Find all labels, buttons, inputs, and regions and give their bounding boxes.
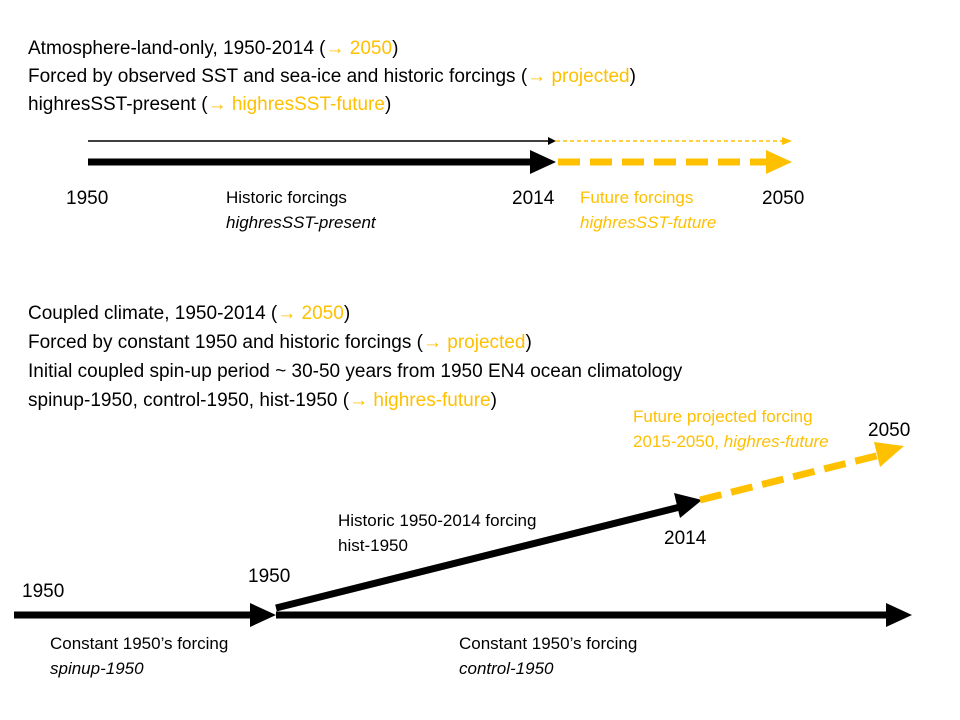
top-historic-label: Historic forcings [226, 188, 347, 207]
bottom-year-1950-spinup: 1950 [22, 581, 65, 602]
bottom-heading-line-4: spinup-1950, control-1950, hist-1950 (→ … [28, 390, 497, 411]
top-heading-line-2: Forced by observed SST and sea-ice and h… [28, 66, 636, 87]
top-future-experiment: highresSST-future [580, 213, 717, 232]
control-arrowhead [886, 603, 912, 627]
top-historic-thick-arrowhead [530, 150, 556, 174]
bottom-year-1950-branch: 1950 [248, 566, 291, 587]
control-experiment: control-1950 [459, 659, 554, 678]
top-year-2014: 2014 [512, 188, 555, 209]
top-historic-experiment: highresSST-present [226, 213, 376, 232]
future-projected-period: 2015-2050, highres-future [633, 432, 829, 451]
hist-experiment: hist-1950 [338, 536, 408, 555]
bottom-heading-line-2: Forced by constant 1950 and historic for… [28, 332, 532, 353]
top-heading-line-1: Atmosphere-land-only, 1950-2014 (→ 2050) [28, 38, 399, 59]
top-heading-line-3: highresSST-present (→ highresSST-future) [28, 94, 392, 115]
top-year-1950: 1950 [66, 188, 109, 209]
future-arrowhead [874, 442, 904, 467]
bottom-year-2050: 2050 [868, 420, 911, 441]
future-dashed-line [699, 451, 881, 504]
top-historic-thin-arrowhead [548, 137, 556, 145]
spinup-arrowhead [250, 603, 276, 627]
future-projected-label: Future projected forcing [633, 407, 813, 426]
bottom-year-2014: 2014 [664, 528, 707, 549]
top-future-thick-arrowhead [766, 150, 792, 174]
hist-line [275, 503, 681, 612]
hist-arrowhead [674, 493, 702, 518]
bottom-heading-line-1: Coupled climate, 1950-2014 (→ 2050) [28, 303, 351, 324]
hist-label: Historic 1950-2014 forcing [338, 511, 537, 530]
spinup-experiment: spinup-1950 [50, 659, 144, 678]
top-future-thin-arrowhead [782, 137, 792, 145]
spinup-label: Constant 1950’s forcing [50, 634, 229, 653]
control-label: Constant 1950’s forcing [459, 634, 638, 653]
top-future-label: Future forcings [580, 188, 694, 207]
bottom-heading-line-3: Initial coupled spin-up period ~ 30-50 y… [28, 361, 683, 382]
top-year-2050: 2050 [762, 188, 805, 209]
